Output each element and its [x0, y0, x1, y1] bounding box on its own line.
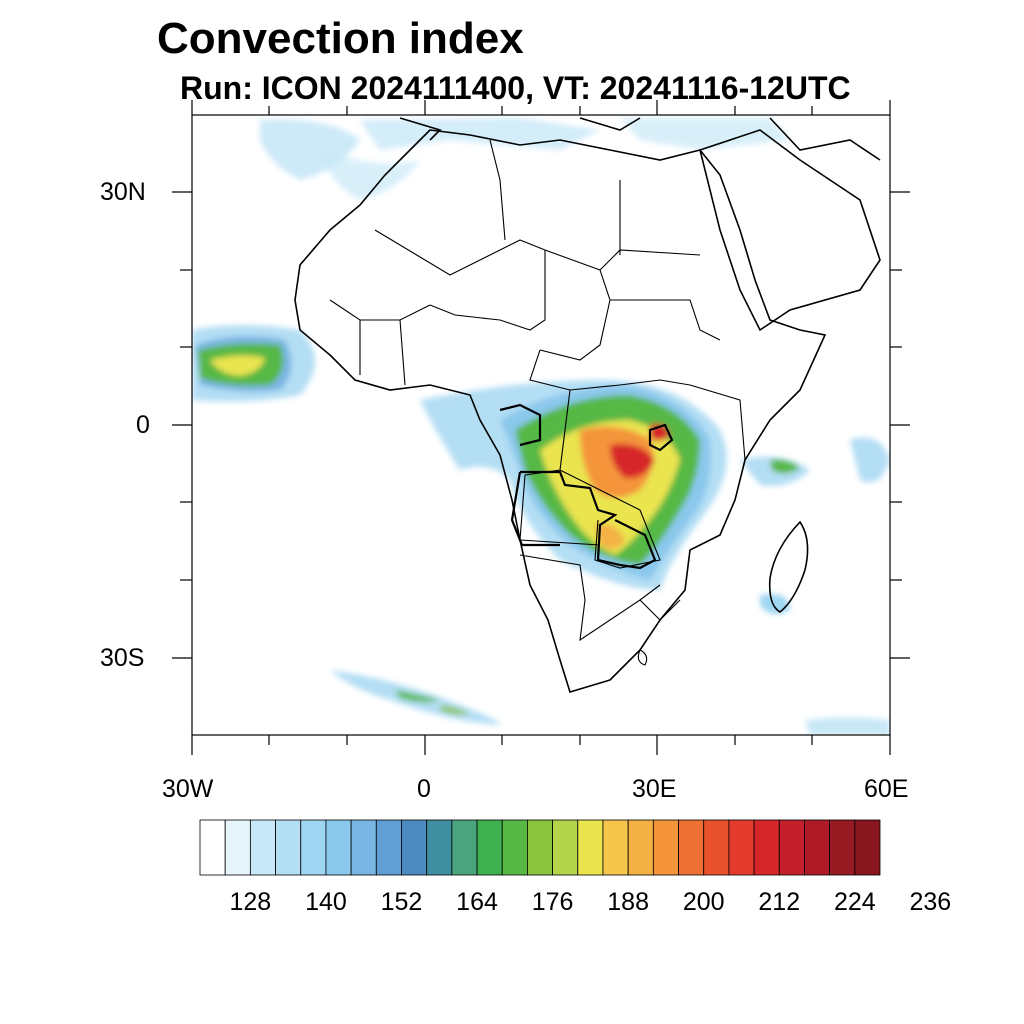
coastlines	[294, 117, 881, 693]
colorbar-swatch	[577, 819, 604, 876]
lat-label-30n: 30N	[100, 178, 146, 206]
colorbar-label: 140	[305, 888, 347, 916]
colorbar-label: 236	[909, 888, 952, 916]
colorbar-swatch	[300, 819, 327, 876]
lon-label-60e: 60E	[864, 775, 909, 803]
lon-label-30e: 30E	[632, 775, 677, 803]
axis-ticks	[172, 100, 910, 755]
colorbar-swatch	[753, 819, 780, 876]
chart-title: Convection index	[157, 14, 524, 63]
colorbar-swatch	[249, 819, 276, 876]
colorbar-swatch	[224, 819, 251, 876]
colorbar-label: 212	[758, 888, 801, 916]
lon-label-30w: 30W	[162, 775, 214, 803]
colorbar-swatch	[375, 819, 402, 876]
colorbar-swatch	[426, 819, 453, 876]
colorbar-label: 164	[456, 888, 498, 916]
colorbar-swatch	[829, 819, 856, 876]
colorbar-label: 152	[380, 888, 423, 916]
colorbar-swatch	[703, 819, 730, 876]
colorbar-swatch	[325, 819, 352, 876]
colorbar-swatch	[199, 819, 226, 876]
colorbar-swatch	[350, 819, 377, 876]
colorbar-swatch	[804, 819, 831, 876]
lat-label-0: 0	[136, 411, 150, 439]
colorbar-swatch	[451, 819, 478, 876]
colorbar-swatch	[401, 819, 428, 876]
colorbar-swatch	[476, 819, 503, 876]
colorbar-swatch	[527, 819, 553, 876]
colorbar-label: 188	[607, 888, 649, 916]
colorbar-label: 176	[531, 888, 574, 916]
colorbar-swatch	[602, 819, 629, 876]
lon-label-0: 0	[417, 775, 431, 803]
colorbar	[199, 819, 881, 876]
colorbar-swatch	[275, 819, 302, 876]
colorbar-swatch	[652, 819, 679, 876]
colorbar-swatch	[778, 819, 805, 876]
highlight-borders	[499, 403, 674, 570]
colorbar-swatch	[728, 819, 755, 876]
colorbar-label: 128	[229, 888, 272, 916]
colorbar-swatch	[678, 819, 705, 876]
colorbar-label: 224	[833, 888, 876, 916]
chart-subtitle: Run: ICON 2024111400, VT: 20241116-12UTC	[180, 70, 851, 106]
colorbar-swatch	[627, 819, 654, 876]
colorbar-swatch	[501, 819, 528, 876]
colorbar-swatch	[552, 819, 579, 876]
colorbar-swatch	[854, 819, 881, 876]
lat-label-30s: 30S	[100, 644, 145, 672]
colorbar-label: 200	[682, 888, 725, 916]
